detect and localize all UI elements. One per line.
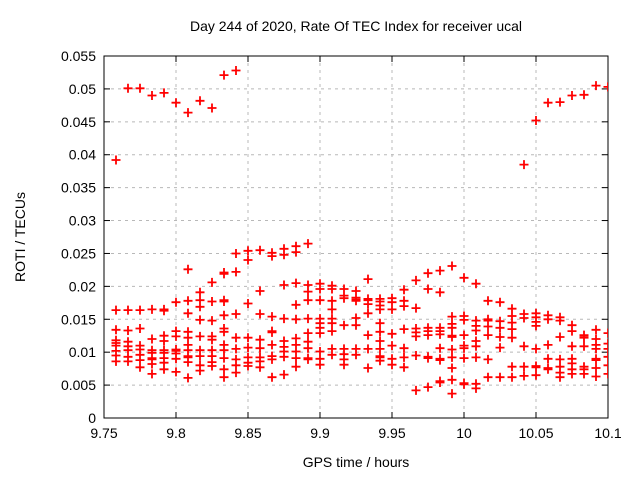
x-tick-label: 9.95 bbox=[378, 425, 405, 441]
data-points bbox=[111, 66, 608, 399]
y-tick-label: 0.035 bbox=[61, 180, 96, 196]
y-tick-label: 0 bbox=[88, 410, 96, 426]
y-tick-label: 0.01 bbox=[69, 344, 96, 360]
x-tick-label: 9.9 bbox=[310, 425, 330, 441]
y-tick-label: 0.015 bbox=[61, 311, 96, 327]
y-tick-label: 0.055 bbox=[61, 48, 96, 64]
y-tick-label: 0.04 bbox=[69, 147, 96, 163]
x-tick-label: 10.1 bbox=[594, 425, 621, 441]
y-tick-label: 0.02 bbox=[69, 278, 96, 294]
y-tick-label: 0.03 bbox=[69, 213, 96, 229]
x-tick-label: 9.8 bbox=[166, 425, 186, 441]
y-tick-label: 0.05 bbox=[69, 81, 96, 97]
x-tick-label: 10 bbox=[456, 425, 472, 441]
chart-title: Day 244 of 2020, Rate Of TEC Index for r… bbox=[190, 18, 522, 34]
y-tick-label: 0.045 bbox=[61, 114, 96, 130]
scatter-series-ucal bbox=[111, 66, 608, 399]
y-axis-label: ROTI / TECUs bbox=[12, 192, 28, 282]
x-axis-label: GPS time / hours bbox=[303, 454, 410, 470]
y-tick-labels: 0 0.005 0.01 0.015 0.02 0.025 0.03 0.035 0.04 0.0… bbox=[61, 48, 96, 426]
x-tick-label: 9.75 bbox=[90, 425, 117, 441]
x-tick-label: 9.85 bbox=[234, 425, 261, 441]
x-tick-label: 10.05 bbox=[518, 425, 553, 441]
x-tick-labels: 9.75 9.8 9.85 9.9 9.95 10 10.05 10.1 bbox=[90, 425, 621, 441]
y-tick-label: 0.025 bbox=[61, 245, 96, 261]
plot-border bbox=[103, 55, 609, 419]
gridlines bbox=[103, 55, 609, 419]
axis-tick-marks bbox=[103, 55, 609, 419]
y-tick-label: 0.005 bbox=[61, 377, 96, 393]
